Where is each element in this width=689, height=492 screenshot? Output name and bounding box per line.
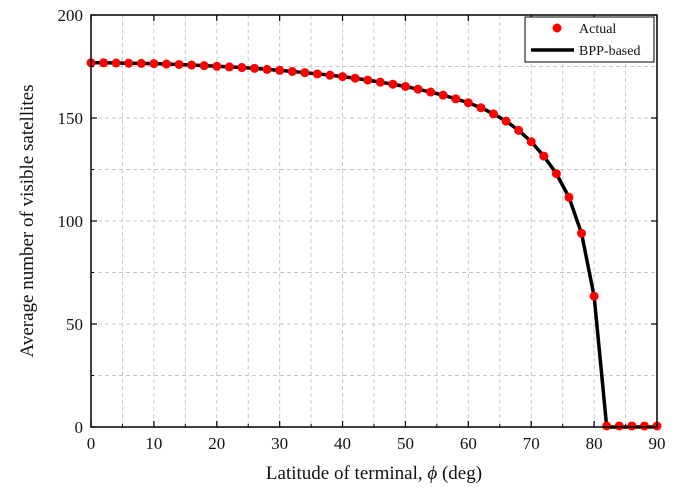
data-point-actual bbox=[388, 79, 398, 89]
x-axis-label-symbol: ϕ bbox=[427, 463, 437, 484]
data-point-actual bbox=[275, 65, 285, 75]
data-point-actual bbox=[199, 61, 209, 71]
x-tick-label: 20 bbox=[208, 434, 225, 453]
x-axis-label-suffix: (deg) bbox=[437, 463, 482, 484]
y-tick-label: 150 bbox=[58, 109, 84, 128]
data-point-actual bbox=[438, 90, 448, 100]
y-tick-label: 0 bbox=[75, 418, 84, 437]
x-tick-label: 90 bbox=[649, 434, 666, 453]
data-point-actual bbox=[526, 137, 536, 147]
data-point-actual bbox=[312, 69, 322, 79]
data-point-actual bbox=[161, 59, 171, 69]
x-tick-label: 30 bbox=[271, 434, 288, 453]
data-point-actual bbox=[564, 192, 574, 202]
data-point-actual bbox=[501, 116, 511, 126]
data-point-actual bbox=[224, 62, 234, 72]
data-point-actual bbox=[463, 98, 473, 108]
x-axis-label-prefix: Latitude of terminal, bbox=[266, 463, 427, 484]
data-point-actual bbox=[350, 73, 360, 83]
data-point-actual bbox=[363, 75, 373, 85]
data-point-actual bbox=[111, 58, 121, 68]
x-tick-label: 60 bbox=[460, 434, 477, 453]
y-tick-label: 100 bbox=[58, 212, 84, 231]
data-point-actual bbox=[639, 421, 649, 431]
data-point-actual bbox=[627, 421, 637, 431]
legend-label-actual: Actual bbox=[579, 22, 616, 37]
data-point-actual bbox=[577, 228, 587, 238]
y-tick-label: 50 bbox=[66, 315, 83, 334]
data-point-actual bbox=[426, 87, 436, 97]
legend-label-bpp: BPP-based bbox=[579, 44, 640, 59]
data-point-actual bbox=[539, 151, 549, 161]
data-point-actual bbox=[589, 291, 599, 301]
x-tick-label: 10 bbox=[145, 434, 162, 453]
data-point-actual bbox=[212, 61, 222, 71]
legend-marker-actual bbox=[552, 23, 562, 33]
data-point-actual bbox=[136, 58, 146, 68]
data-point-actual bbox=[514, 125, 524, 135]
x-tick-label: 0 bbox=[87, 434, 96, 453]
data-point-actual bbox=[149, 59, 159, 69]
ticks: 0 10 20 30 40 50 60 70 80 90 0 50 100 150 200 bbox=[58, 6, 666, 453]
y-tick-label: 200 bbox=[58, 6, 84, 25]
data-point-actual bbox=[400, 81, 410, 91]
data-point-actual bbox=[124, 58, 134, 68]
x-tick-label: 50 bbox=[397, 434, 414, 453]
data-point-actual bbox=[614, 421, 624, 431]
legend-box bbox=[524, 16, 655, 63]
data-point-actual bbox=[413, 84, 423, 94]
y-axis-label: Average number of visible satellites bbox=[17, 85, 38, 358]
data-point-actual bbox=[325, 70, 335, 80]
x-axis-label: Latitude of terminal, ϕ (deg) bbox=[266, 463, 482, 484]
grid bbox=[91, 15, 657, 427]
data-point-actual bbox=[262, 64, 272, 74]
data-point-actual bbox=[250, 63, 260, 73]
data-point-actual bbox=[476, 103, 486, 113]
data-point-actual bbox=[602, 421, 612, 431]
data-point-actual bbox=[99, 58, 109, 68]
data-point-actual bbox=[338, 72, 348, 82]
data-point-actual bbox=[300, 68, 310, 78]
x-tick-label: 70 bbox=[523, 434, 540, 453]
data-point-actual bbox=[551, 169, 561, 179]
x-tick-label: 80 bbox=[586, 434, 603, 453]
series-layer bbox=[86, 58, 662, 431]
legend: Actual BPP-based bbox=[524, 16, 655, 63]
data-point-actual bbox=[174, 59, 184, 69]
data-point-actual bbox=[237, 63, 247, 73]
x-tick-label: 40 bbox=[334, 434, 351, 453]
data-point-actual bbox=[451, 94, 461, 104]
data-point-actual bbox=[488, 109, 498, 119]
data-point-actual bbox=[287, 66, 297, 76]
data-point-actual bbox=[187, 60, 197, 70]
data-point-actual bbox=[375, 77, 385, 87]
